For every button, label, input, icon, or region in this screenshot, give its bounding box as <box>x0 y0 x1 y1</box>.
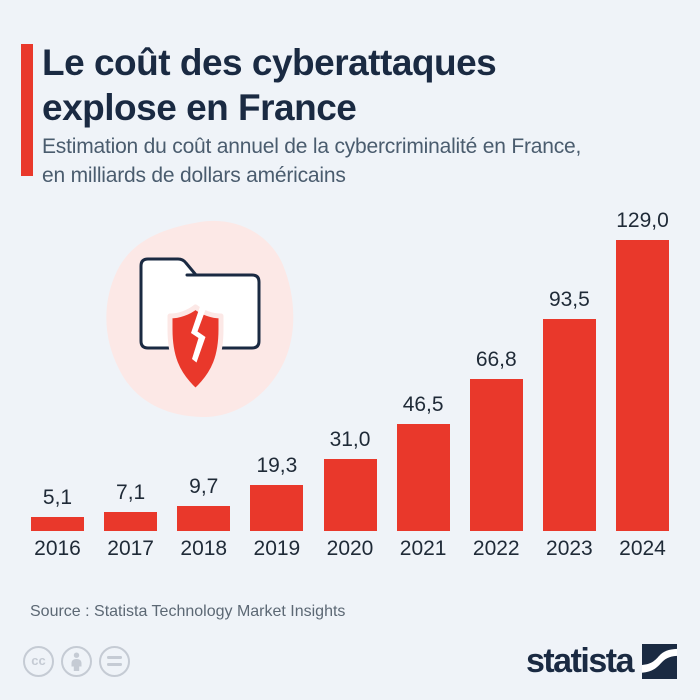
bar-value-label: 93,5 <box>548 288 590 311</box>
broken-data-security-illustration <box>98 216 302 424</box>
source-text: Source : Statista Technology Market Insi… <box>30 603 346 620</box>
attribution-icon[interactable] <box>61 645 92 677</box>
bar <box>396 424 450 531</box>
x-axis-label: 2020 <box>326 537 374 560</box>
bar-column-2023: 93,5 <box>542 288 596 531</box>
statista-logo-mark <box>642 643 677 679</box>
bar-value-label: 66,8 <box>475 348 517 371</box>
x-axis-label: 2016 <box>34 537 81 560</box>
x-axis-label: 2021 <box>399 537 447 560</box>
bar-chart: 5,1 7,1 9,7 19,3 31,0 46,5 66,8 93,5 129,0 <box>31 200 669 531</box>
page-subtitle-line-1: Estimation du coût annuel de la cybercri… <box>42 135 582 158</box>
bar <box>104 512 158 531</box>
bar-value-label: 46,5 <box>402 393 444 416</box>
page-subtitle: Estimation du coût annuel de la cybercri… <box>42 132 682 190</box>
bar <box>31 517 84 531</box>
page-title: Le coût des cyberattaques explose en Fra… <box>42 40 662 130</box>
bar-column-2021: 46,5 <box>396 393 450 531</box>
bar-column-2020: 31,0 <box>323 428 377 531</box>
page-subtitle-line-2: en milliards de dollars américains <box>42 164 346 187</box>
x-axis-label: 2024 <box>619 537 666 560</box>
bar-value-label: 5,1 <box>42 486 73 509</box>
cc-icon[interactable]: cc <box>23 645 54 677</box>
x-axis-label: 2017 <box>107 537 154 560</box>
bar <box>323 459 377 531</box>
bar <box>616 240 669 531</box>
x-axis-labels: 2016 2017 2018 2019 2020 2021 2022 2023 2024 <box>31 537 669 561</box>
x-axis-label: 2019 <box>253 537 301 560</box>
bar-column-2022: 66,8 <box>469 348 523 531</box>
bar-column-2016: 5,1 <box>31 486 84 531</box>
x-axis-label: 2023 <box>546 537 593 560</box>
bar-value-label: 9,7 <box>189 475 219 498</box>
bar <box>542 319 596 531</box>
bar <box>469 379 523 531</box>
crack-icon <box>191 306 206 363</box>
statista-logo[interactable]: statista <box>525 641 677 680</box>
no-derivatives-equals-icon[interactable] <box>99 645 130 677</box>
bar-value-label: 31,0 <box>329 428 371 451</box>
footer: cc statista <box>23 641 677 681</box>
bar-column-2019: 19,3 <box>250 454 304 531</box>
bar-value-label: 7,1 <box>116 481 146 504</box>
x-axis-label: 2022 <box>472 537 520 560</box>
page-title-line-2: explose en France <box>42 87 357 128</box>
x-axis-label: 2018 <box>180 537 228 560</box>
bar-value-label: 129,0 <box>616 209 669 232</box>
bar-column-2018: 9,7 <box>177 475 231 531</box>
statista-logo-text: statista <box>525 641 635 680</box>
bar-column-2024: 129,0 <box>616 209 669 531</box>
cc-license-badges[interactable]: cc <box>23 645 130 677</box>
bar <box>177 506 231 531</box>
title-accent-bar <box>21 44 33 176</box>
bar-column-2017: 7,1 <box>104 481 158 531</box>
bar-value-label: 19,3 <box>256 454 298 477</box>
bar <box>250 485 304 531</box>
page-title-line-1: Le coût des cyberattaques <box>42 42 497 83</box>
